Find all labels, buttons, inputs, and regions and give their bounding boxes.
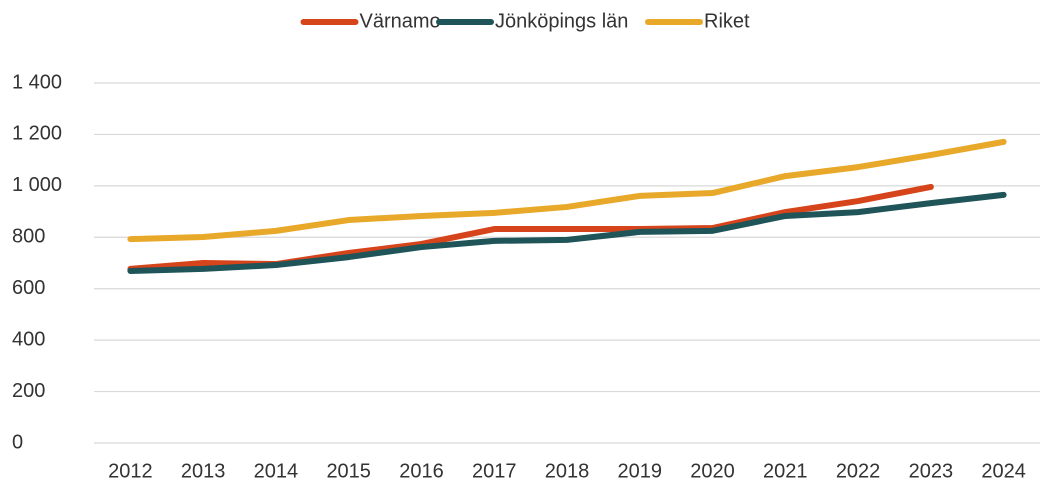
x-tick-label: 2023 bbox=[909, 460, 954, 482]
legend-label: Värnamo bbox=[360, 10, 441, 32]
y-tick-label: 200 bbox=[12, 380, 45, 402]
series-line bbox=[127, 183, 934, 272]
x-tick-label: 2012 bbox=[108, 460, 153, 482]
x-tick-label: 2019 bbox=[618, 460, 663, 482]
x-tick-label: 2014 bbox=[254, 460, 299, 482]
y-tick-label: 400 bbox=[12, 328, 45, 350]
x-tick-label: 2013 bbox=[181, 460, 226, 482]
y-tick-label: 1 200 bbox=[12, 123, 62, 145]
x-tick-label: 2016 bbox=[399, 460, 444, 482]
y-tick-label: 800 bbox=[12, 226, 45, 248]
legend-label: Riket bbox=[704, 10, 750, 32]
y-tick-label: 1 000 bbox=[12, 174, 62, 196]
x-tick-label: 2024 bbox=[981, 460, 1026, 482]
y-tick-label: 600 bbox=[12, 277, 45, 299]
x-tick-label: 2017 bbox=[472, 460, 517, 482]
x-tick-label: 2018 bbox=[545, 460, 590, 482]
series-line bbox=[127, 191, 1007, 274]
series-line bbox=[127, 138, 1007, 243]
x-tick-label: 2021 bbox=[763, 460, 808, 482]
x-tick-label: 2020 bbox=[690, 460, 735, 482]
y-tick-label: 1 400 bbox=[12, 71, 62, 93]
x-tick-label: 2015 bbox=[326, 460, 371, 482]
x-tick-label: 2022 bbox=[836, 460, 881, 482]
y-tick-label: 0 bbox=[12, 431, 23, 453]
legend-label: Jönköpings län bbox=[495, 10, 628, 32]
